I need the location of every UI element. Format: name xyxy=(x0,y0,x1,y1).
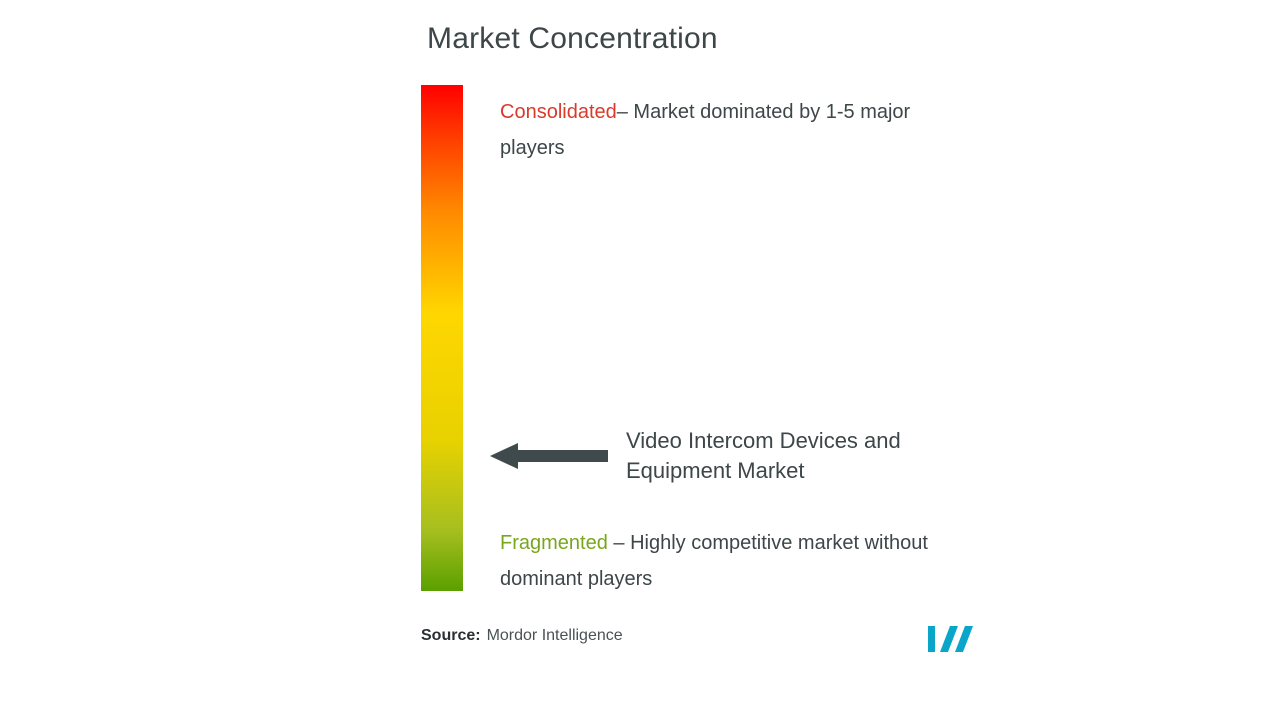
page-title: Market Concentration xyxy=(427,22,718,56)
consolidated-key: Consolidated xyxy=(500,101,617,123)
market-marker: Video Intercom Devices and Equipment Mar… xyxy=(490,426,1010,485)
concentration-gradient-bar xyxy=(421,85,463,591)
infographic-canvas: Market Concentration Consolidated– Marke… xyxy=(0,0,1280,720)
source-name: Mordor Intelligence xyxy=(487,627,623,645)
arrow-left-icon xyxy=(490,443,608,469)
consolidated-label: Consolidated– Market dominated by 1-5 ma… xyxy=(500,94,980,166)
source-label: Source: xyxy=(421,627,481,645)
market-marker-label: Video Intercom Devices and Equipment Mar… xyxy=(626,426,946,485)
mordor-logo-icon xyxy=(928,624,980,654)
source-attribution: Source: Mordor Intelligence xyxy=(421,627,623,645)
fragmented-label: Fragmented – Highly competitive market w… xyxy=(500,525,980,597)
fragmented-key: Fragmented xyxy=(500,532,608,554)
